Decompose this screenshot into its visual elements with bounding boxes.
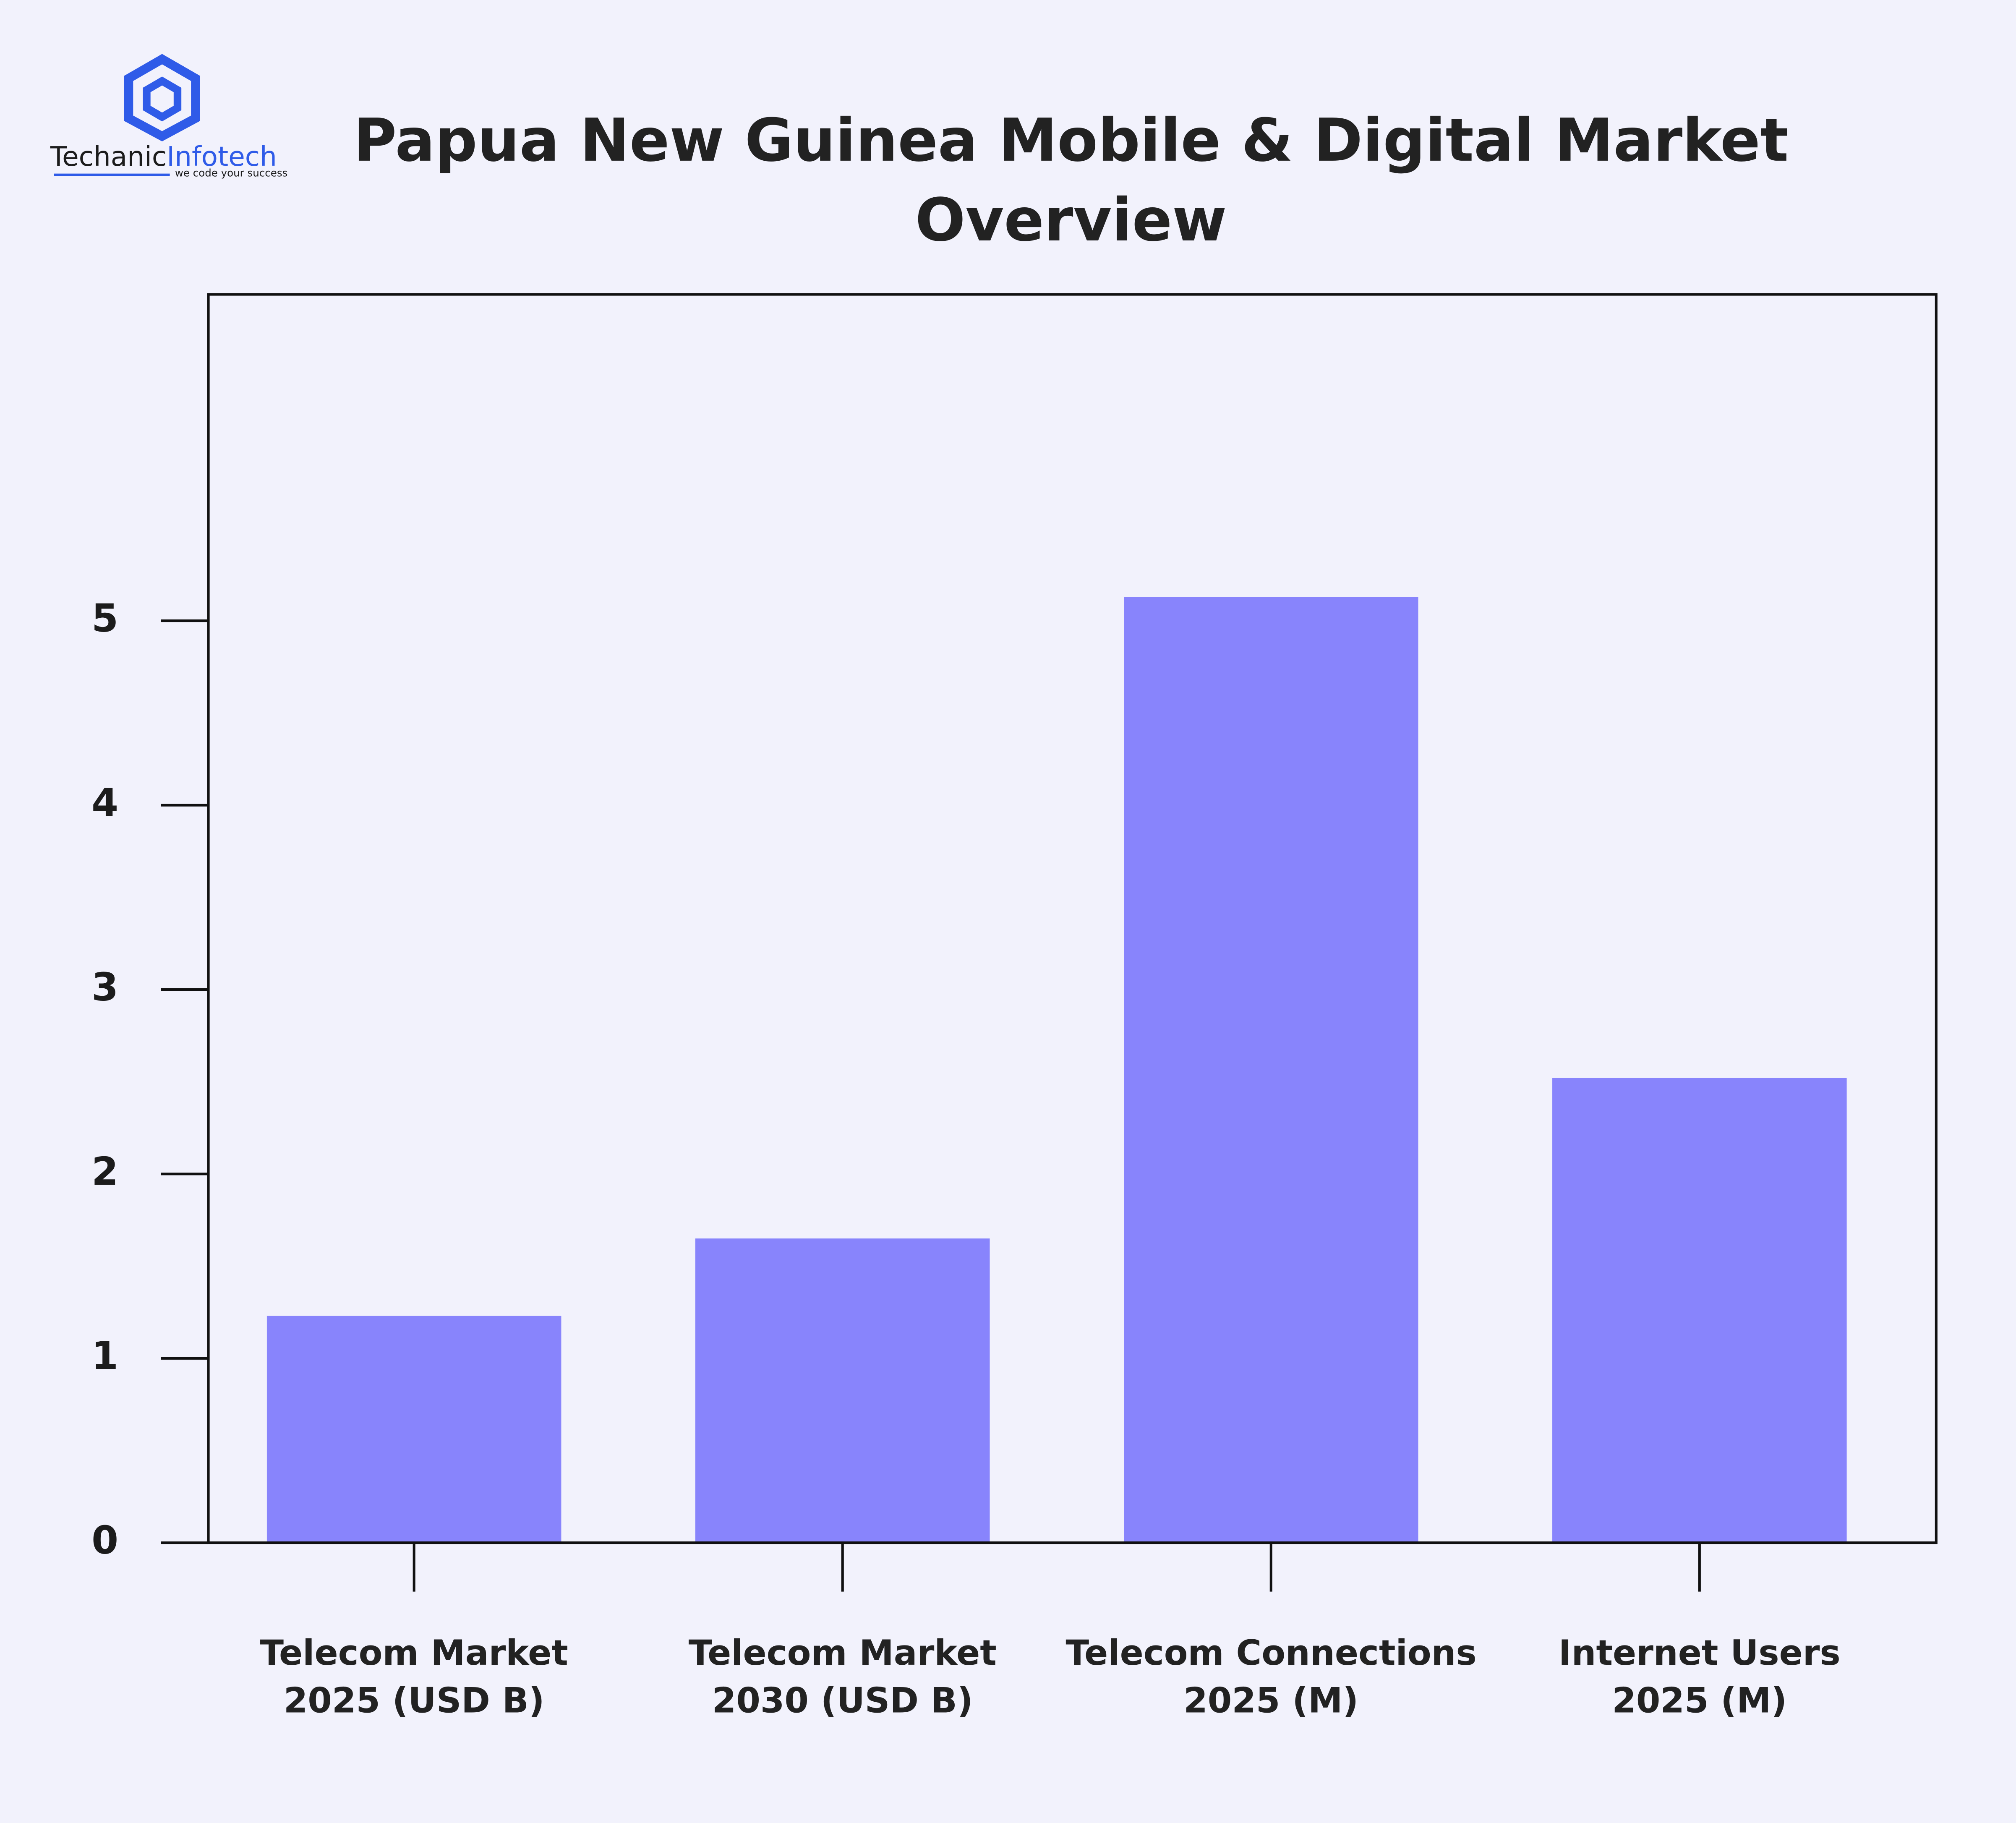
bar [695, 1238, 990, 1543]
y-tick-label: 4 [91, 780, 118, 825]
x-label-box: Telecom Connections 2025 (M) [1065, 1634, 1477, 1721]
bar [1552, 1078, 1847, 1543]
x-tick-label: Telecom Connections 2025 (M) [1065, 1634, 1477, 1721]
x-label-box: Telecom Market 2030 (USD B) [688, 1634, 997, 1721]
chart-title: Papua New Guinea Mobile & Digital Market… [353, 105, 1789, 255]
y-tick-label: 5 [91, 596, 118, 641]
logo-name: TechanicInfotech [50, 141, 277, 172]
y-tick-label: 1 [91, 1333, 118, 1378]
logo-icon-inner [143, 76, 182, 122]
bar [1124, 597, 1418, 1543]
plot-frame [207, 293, 1938, 1544]
x-tick-label: Telecom Market 2025 (USD B) [260, 1634, 568, 1721]
x-tick-label: Internet Users 2025 (M) [1558, 1634, 1841, 1721]
y-tick-label: 2 [91, 1149, 118, 1194]
title-box: Papua New Guinea Mobile & Digital Market… [353, 105, 1789, 255]
logo-icon [124, 54, 200, 141]
logo-name-light: Infotech [167, 141, 277, 172]
logo-tagline: we code your success [175, 167, 287, 179]
x-tick-label: Telecom Market 2030 (USD B) [688, 1634, 997, 1721]
y-tick-label: 0 [91, 1518, 118, 1563]
bar [266, 1316, 561, 1543]
logo-name-dark: Techanic [50, 141, 167, 172]
x-label-box: Internet Users 2025 (M) [1558, 1634, 1841, 1721]
y-tick-label: 3 [91, 964, 118, 1009]
logo: TechanicInfotech we code your success [50, 54, 287, 179]
x-label-box: Telecom Market 2025 (USD B) [260, 1634, 568, 1721]
